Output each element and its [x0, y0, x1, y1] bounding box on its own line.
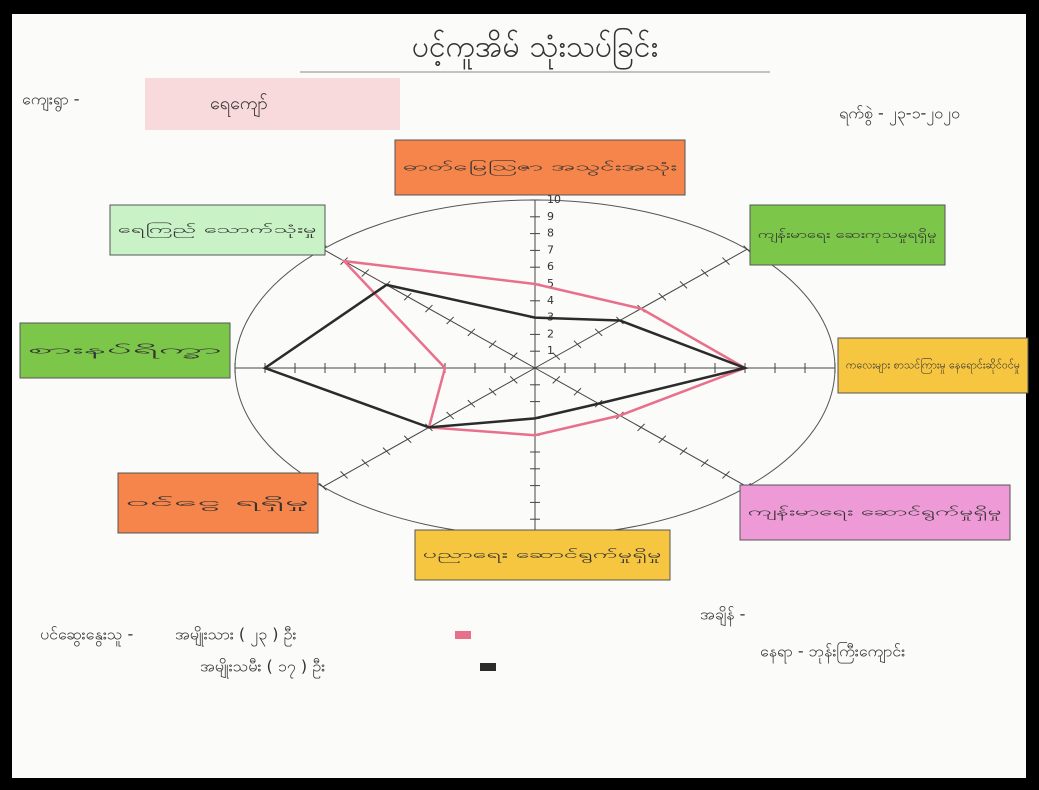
category-box — [739, 484, 1011, 541]
tick-label: 9 — [547, 210, 554, 223]
category-box — [394, 139, 686, 196]
tick-mark — [488, 387, 497, 396]
tick-mark — [552, 352, 561, 361]
tick-label: 4 — [547, 294, 554, 307]
tick-mark — [467, 399, 476, 408]
tick-label: 6 — [547, 260, 554, 273]
tick-mark — [637, 423, 645, 432]
tick-mark — [743, 245, 752, 254]
title: ပင့်ကူအိမ် သုံးသပ်ခြင်း — [412, 28, 658, 71]
tick-label: 10 — [547, 193, 561, 206]
tick-mark — [722, 257, 730, 265]
tick-mark — [361, 459, 370, 467]
legend-swatch — [455, 631, 471, 639]
tick-mark — [425, 304, 433, 313]
category-label: စားနပ်ရိက္ခာ — [28, 344, 222, 359]
category-box — [749, 204, 946, 266]
tick-mark — [403, 292, 412, 301]
tick-label: 8 — [547, 227, 554, 240]
village: ရေကျော် — [210, 93, 268, 117]
tick-mark — [679, 447, 688, 456]
category-label: ရေကြည် သောက်သုံးမှု — [118, 222, 317, 238]
tick-mark — [722, 471, 730, 479]
tick-mark — [403, 435, 412, 444]
category-label: ဓာတ်မြေဩဇာ အသွင်းအသုံး — [403, 160, 677, 176]
tick-mark — [658, 435, 667, 444]
tick-mark — [679, 280, 688, 289]
tick-mark — [340, 471, 348, 479]
legend-label: အမျိုးသမီး ( ၁၇ ) ဦး — [200, 657, 325, 679]
tick-mark — [573, 387, 582, 396]
tick-mark — [594, 328, 603, 337]
tick-mark — [382, 447, 391, 456]
category-box — [837, 337, 1029, 394]
category-label: ကျန်းမာရေး ဆေးကုသမှုရရှိမှု — [758, 228, 937, 243]
time-label: အချိန် - — [700, 605, 745, 627]
tick-mark — [361, 269, 370, 277]
tick-mark — [658, 292, 667, 301]
series-line — [262, 283, 750, 429]
tick-mark — [509, 375, 518, 384]
tick-mark — [573, 340, 582, 349]
tick-mark — [552, 375, 561, 384]
tick-label: 2 — [547, 327, 554, 340]
category-box — [109, 204, 326, 256]
tick-label: 1 — [547, 344, 554, 357]
category-label: ပညာရေး ဆောင်ရွက်မှုရှိမှု — [423, 548, 662, 563]
category-label: ကျန်းမာရေး ဆောင်ရွက်မှုရှိမှု — [748, 506, 1002, 521]
tick-mark — [318, 482, 327, 491]
tick-mark — [488, 340, 497, 349]
legend-swatch — [480, 663, 496, 671]
tick-mark — [446, 316, 455, 325]
tick-mark — [467, 328, 476, 337]
tick-label: 5 — [547, 277, 554, 290]
participants-label: ပင်ဆွေးနွေးသူ - — [40, 625, 133, 647]
series-line — [340, 259, 748, 437]
tick-mark — [446, 411, 455, 420]
category-box — [117, 472, 319, 534]
village-box — [145, 78, 400, 130]
category-label: ကလေးများ စာသင်ကြားမှု နေရောင်းဆိုင်ဝင်မှ… — [846, 358, 1020, 374]
category-label: ဝင်ငွေ ရရှိမှု — [126, 496, 310, 511]
category-box — [19, 322, 231, 379]
date: ရက်စွဲ - ၂၃-၁-၂၀၂၀ — [839, 104, 960, 126]
tick-mark — [700, 459, 709, 467]
tick-label: 7 — [547, 243, 554, 256]
place: နေရာ - ဘုန်းကြီးကျောင်း — [760, 642, 905, 664]
village-label: ကျေးရွာ - — [22, 90, 80, 112]
legend-label: အမျိုးသား ( ၂၃ ) ဦး — [175, 625, 296, 647]
tick-mark — [509, 352, 518, 361]
category-box — [414, 529, 671, 581]
tick-mark — [700, 269, 709, 277]
